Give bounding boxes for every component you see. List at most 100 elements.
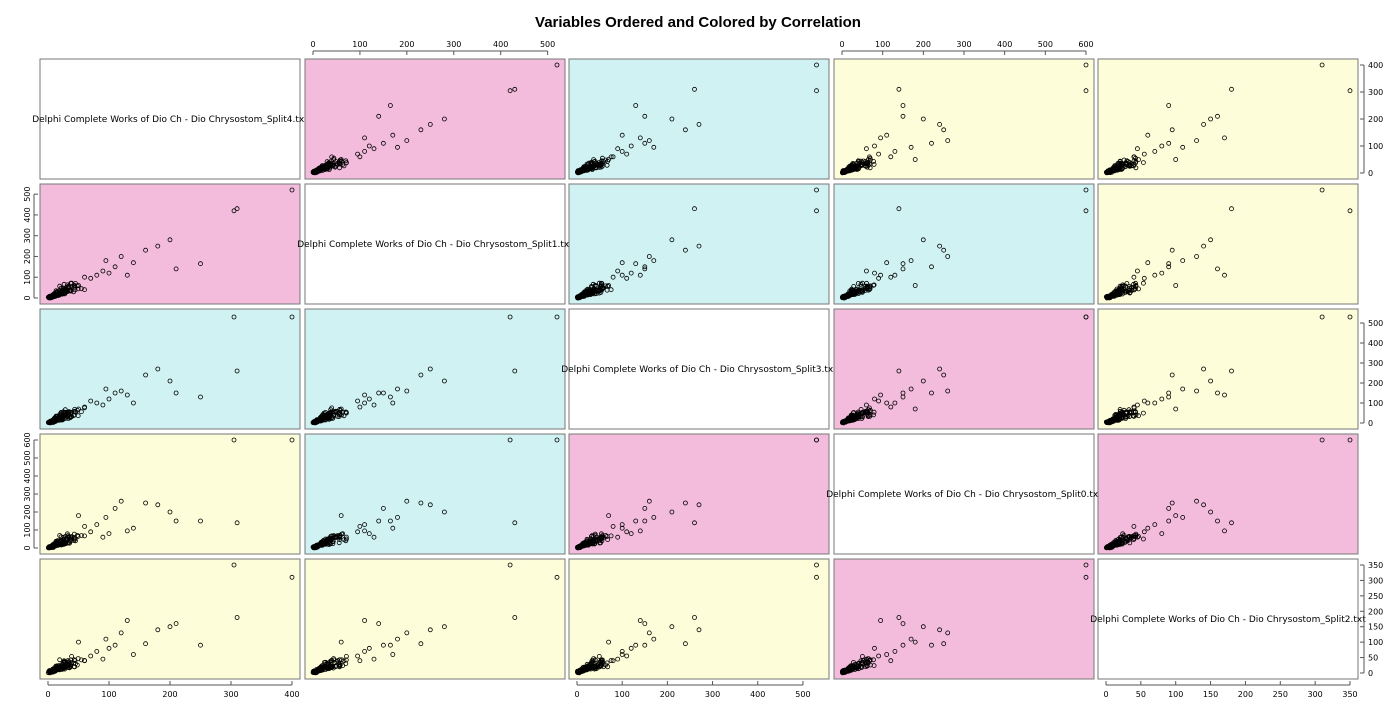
data-point-2-1-137 xyxy=(323,409,329,415)
panel-background-2-3 xyxy=(834,309,1094,429)
data-point-4-0-155 xyxy=(56,665,62,671)
data-point-1-2-8 xyxy=(669,237,675,243)
panel-frame-1-2 xyxy=(568,183,830,305)
data-point-2-4-16 xyxy=(1135,402,1140,408)
data-point-2-0-5 xyxy=(155,366,161,372)
data-point-3-2-6 xyxy=(633,518,639,524)
data-point-3-1-10 xyxy=(395,515,400,520)
data-point-0-3-2 xyxy=(896,86,902,92)
data-point-4-2-159 xyxy=(590,664,596,670)
data-point-2-0-14 xyxy=(124,392,130,398)
data-point-4-0-4 xyxy=(143,641,149,647)
data-point-4-1-56 xyxy=(341,658,347,664)
data-point-2-0-19 xyxy=(130,400,136,406)
panel-background-0-3 xyxy=(834,59,1094,179)
data-point-2-4-11 xyxy=(1152,400,1158,406)
data-point-1-3-14 xyxy=(878,272,883,278)
data-point-0-4-3 xyxy=(1215,113,1220,119)
data-point-3-0-80 xyxy=(72,537,77,542)
data-point-4-0-105 xyxy=(82,658,87,663)
top-tick-label-3-1: 100 xyxy=(875,40,890,49)
data-point-3-2-159 xyxy=(590,540,596,546)
data-point-0-4-12 xyxy=(1141,151,1147,157)
data-point-0-3-4 xyxy=(941,127,947,133)
data-point-4-1-137 xyxy=(323,659,329,665)
data-point-1-3-158 xyxy=(842,295,848,300)
data-point-4-0-6 xyxy=(198,642,203,648)
data-point-4-0-11 xyxy=(94,649,100,654)
data-point-1-4-6 xyxy=(1166,261,1172,267)
data-point-1-3-1 xyxy=(1083,208,1089,214)
data-point-0-4-101 xyxy=(1133,165,1139,171)
data-point-0-1-7 xyxy=(404,138,410,144)
data-point-3-4-4 xyxy=(1169,500,1175,506)
bottom-tick-label-0-2: 200 xyxy=(162,690,177,699)
left-tick-label-1-5: 500 xyxy=(23,187,32,202)
data-point-0-3-15 xyxy=(912,157,918,162)
data-point-4-1-18 xyxy=(366,645,372,651)
panel-frame-1-3 xyxy=(833,183,1095,305)
data-point-1-3-118 xyxy=(862,283,868,289)
data-point-3-1-157 xyxy=(314,544,320,550)
data-point-4-1-7 xyxy=(404,630,410,636)
right-tick-label-0-0: 0 xyxy=(1368,169,1373,178)
right-tick-label-2-4: 400 xyxy=(1368,339,1383,348)
data-point-3-2-4 xyxy=(683,500,688,506)
data-point-2-4-18 xyxy=(1159,396,1165,402)
panel-frame-2-3 xyxy=(833,308,1095,430)
top-tick-label-3-2: 200 xyxy=(916,40,931,49)
data-point-2-3-18 xyxy=(872,396,877,402)
data-point-0-3-14 xyxy=(878,135,883,141)
data-point-1-0-105 xyxy=(82,287,87,293)
data-point-1-2-105 xyxy=(608,287,614,293)
top-tick-label-3-4: 400 xyxy=(997,40,1012,49)
right-tick-label-4-3: 150 xyxy=(1368,623,1383,632)
data-point-4-2-142 xyxy=(596,654,602,659)
data-point-1-4-159 xyxy=(1117,288,1122,293)
panel-frame-3-4 xyxy=(1097,433,1359,555)
data-point-1-2-1 xyxy=(814,208,819,214)
data-point-3-4-153 xyxy=(1119,540,1124,546)
data-point-3-1-153 xyxy=(336,540,342,546)
data-point-2-1-142 xyxy=(343,410,349,416)
data-point-3-4-9 xyxy=(1166,505,1172,511)
data-point-4-0-19 xyxy=(130,652,136,657)
data-point-3-2-8 xyxy=(669,509,675,515)
data-point-4-3-5 xyxy=(937,627,942,633)
data-point-2-0-147 xyxy=(74,407,80,413)
data-point-1-4-134 xyxy=(1119,289,1125,295)
data-point-2-4-5 xyxy=(1201,366,1206,372)
left-tick-label-1-2: 200 xyxy=(23,249,32,264)
data-point-0-2-7 xyxy=(646,138,652,144)
data-point-0-3-148 xyxy=(867,161,873,167)
data-point-3-0-144 xyxy=(67,539,73,544)
data-point-2-1-16 xyxy=(371,402,377,408)
data-point-3-4-7 xyxy=(1194,498,1199,504)
data-point-3-1-3 xyxy=(376,518,382,524)
data-point-4-2-2 xyxy=(692,615,697,620)
data-point-4-2-105 xyxy=(608,658,614,663)
data-point-1-2-0 xyxy=(814,187,819,193)
data-point-4-1-47 xyxy=(343,657,349,663)
data-point-4-3-10 xyxy=(908,636,914,642)
data-point-1-4-14 xyxy=(1222,272,1227,278)
data-point-0-1-154 xyxy=(313,169,319,175)
data-point-3-2-105 xyxy=(608,533,614,539)
data-point-4-2-158 xyxy=(577,669,583,675)
data-point-3-4-18 xyxy=(1159,531,1165,536)
data-point-3-4-5 xyxy=(1201,502,1206,508)
data-point-3-1-147 xyxy=(337,533,343,538)
panel-frame-4-0 xyxy=(39,558,301,680)
top-tick-label-3-6: 600 xyxy=(1078,40,1093,49)
data-point-2-1-148 xyxy=(335,413,341,419)
data-point-4-1-147 xyxy=(337,662,343,668)
bottom-tick-label-4-7: 350 xyxy=(1342,690,1357,699)
data-point-0-3-7 xyxy=(945,138,951,144)
data-point-4-0-12 xyxy=(88,653,94,659)
panel-frame-2-0 xyxy=(39,308,301,430)
data-point-2-3-15 xyxy=(912,406,918,412)
data-point-0-1-2 xyxy=(512,86,518,92)
data-point-1-0-153 xyxy=(66,283,72,289)
data-point-2-4-4 xyxy=(1169,372,1175,378)
data-point-4-2-128 xyxy=(590,660,595,665)
